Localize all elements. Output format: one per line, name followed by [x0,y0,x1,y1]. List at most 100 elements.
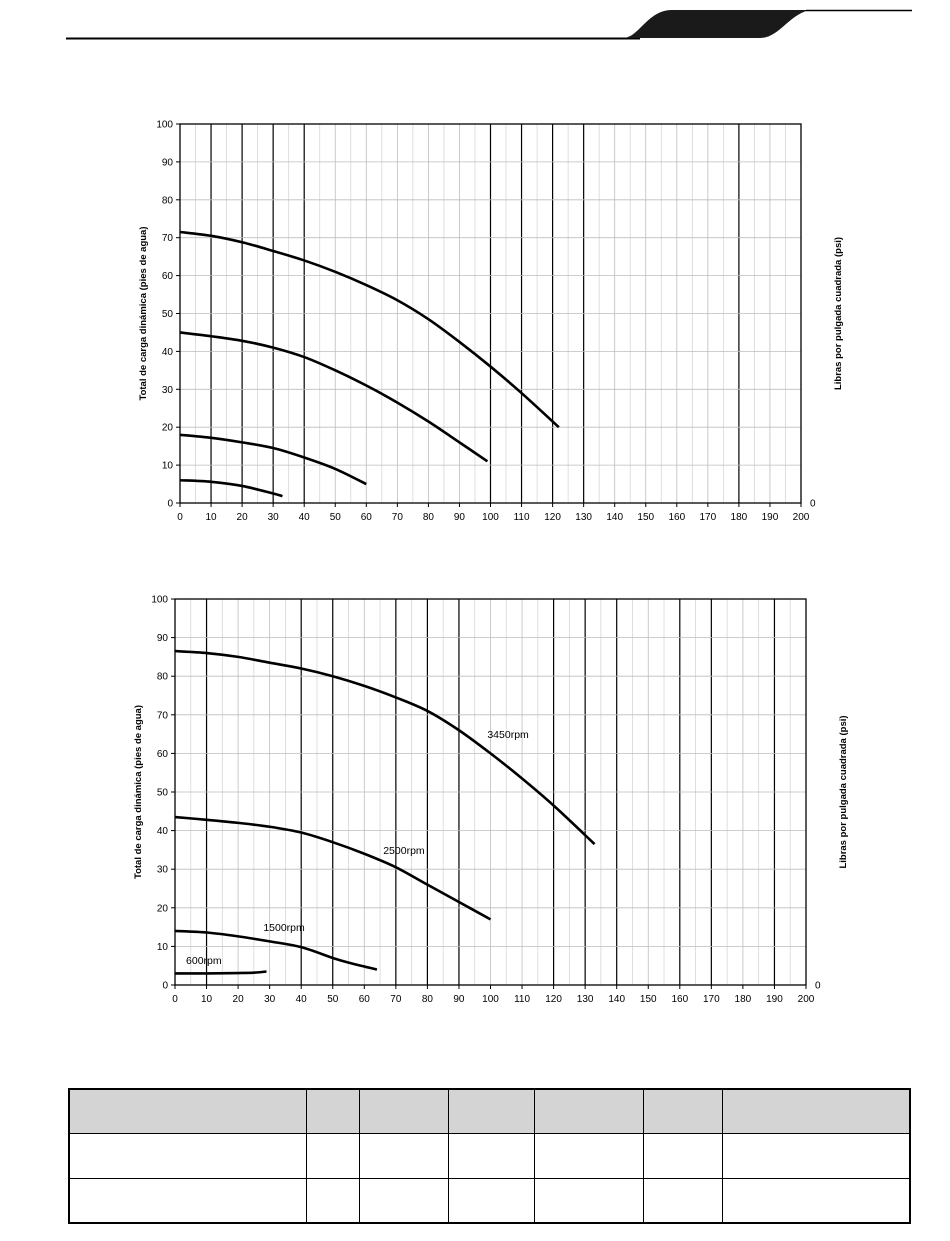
pump-curve-series-3 [179,433,367,486]
x-tick-label: 100 [482,512,499,523]
pump-curve-chart-2: 0 10 20 30 40 50 60 70 80 90 100 110 120 130 140 150 160… [133,595,849,1006]
table-row [68,1177,911,1224]
y-tick-label: 90 [157,633,169,644]
x-tick-label: 140 [608,994,625,1005]
x-tick-label: 40 [296,994,308,1005]
y-tick-label: 70 [157,710,169,721]
table-cell [68,1132,307,1179]
x-tick-label: 30 [268,512,280,523]
y-axis-title: Total de carga dinámica (pies de agua) [133,705,144,879]
x-tick-label: 110 [514,994,530,1005]
x-tick-label: 80 [422,994,434,1005]
y-tick-label: 20 [157,903,169,914]
pump-curve-chart-1: 0 10 20 30 40 50 60 70 80 90 100 110 120 130 140 150 160… [138,120,844,524]
table-cell [533,1177,644,1224]
x-tick-label: 170 [700,512,717,523]
y-tick-label: 10 [157,942,169,953]
x-tick-label: 90 [453,994,465,1005]
y-tick-label: 80 [162,195,174,206]
series-label-3450rpm: 3450rpm [487,729,529,741]
x-tick-label: 40 [299,512,311,523]
table-cell [305,1132,360,1179]
y-tick-label: 100 [156,120,173,131]
table-cell [721,1177,911,1224]
x-tick-label: 120 [544,512,561,523]
x-tick-label: 100 [482,994,499,1005]
y-tick-label: 10 [162,461,174,472]
x-tick-label: 20 [233,994,245,1005]
table-cell [358,1132,449,1179]
table-cell [642,1132,723,1179]
pump-curve-series-2 [179,331,489,463]
table-header-cell [68,1088,307,1134]
pump-curve-series-1 [179,230,560,429]
x-tick-label: 60 [361,512,373,523]
y2-tick-label: 0 [810,499,816,510]
table-cell [447,1177,535,1224]
table-cell [642,1177,723,1224]
x-tick-label: 50 [327,994,339,1005]
y-tick-label: 70 [162,233,174,244]
table-row [68,1132,911,1179]
x-tick-label: 90 [454,512,466,523]
x-tick-label: 20 [237,512,249,523]
y-tick-label: 20 [162,423,174,434]
pump-curve-series-3 [174,929,378,971]
table-cell [358,1177,449,1224]
table-header-cell [642,1088,723,1134]
series-label-600rpm: 600rpm [186,955,222,967]
table-header-cell [447,1088,535,1134]
x-tick-label: 10 [205,512,217,523]
x-tick-label: 200 [793,512,810,523]
y-tick-label: 60 [157,749,169,760]
y-tick-label: 0 [162,981,168,992]
y2-axis-title: Libras por pulgada cuadrada (psi) [833,237,844,390]
y-axis-title: Total de carga dinámica (pies de agua) [138,226,149,400]
table-header-cell [358,1088,449,1134]
x-tick-label: 130 [577,994,594,1005]
y-tick-label: 40 [157,826,169,837]
x-tick-label: 130 [575,512,592,523]
table-cell [68,1177,307,1224]
x-tick-label: 10 [201,994,213,1005]
table-cell [721,1132,911,1179]
y2-axis-title: Libras por pulgada cuadrada (psi) [838,715,849,868]
x-tick-label: 110 [514,512,530,523]
y-tick-label: 40 [162,347,174,358]
y2-tick-label: 0 [815,981,821,992]
x-tick-label: 160 [671,994,688,1005]
x-tick-label: 0 [172,994,178,1005]
pump-curve-series-4 [179,478,283,498]
table-header-cell [721,1088,911,1134]
page-header-rule [66,9,912,40]
x-tick-label: 50 [330,512,342,523]
x-tick-label: 170 [703,994,720,1005]
y-tick-label: 90 [162,157,174,168]
x-tick-label: 140 [606,512,623,523]
table-header-cell [305,1088,360,1134]
table-header-row [68,1088,911,1134]
x-tick-label: 180 [731,512,748,523]
x-tick-label: 190 [766,994,783,1005]
x-tick-label: 200 [798,994,815,1005]
y-tick-label: 100 [151,595,168,606]
x-tick-label: 150 [637,512,654,523]
series-label-1500rpm: 1500rpm [263,922,305,934]
x-tick-label: 190 [762,512,779,523]
y-tick-label: 30 [157,865,169,876]
table-cell [533,1132,644,1179]
x-tick-label: 70 [392,512,404,523]
y-tick-label: 50 [157,788,169,799]
spec-table [68,1088,911,1224]
header-tab [624,10,812,38]
x-tick-label: 80 [423,512,435,523]
x-tick-label: 180 [735,994,752,1005]
y-tick-label: 0 [167,499,173,510]
x-tick-label: 30 [264,994,276,1005]
x-tick-label: 60 [359,994,371,1005]
x-tick-label: 160 [668,512,685,523]
x-tick-label: 0 [177,512,183,523]
x-tick-label: 150 [640,994,657,1005]
table-cell [305,1177,360,1224]
pump-curve-series-4 [174,970,267,975]
